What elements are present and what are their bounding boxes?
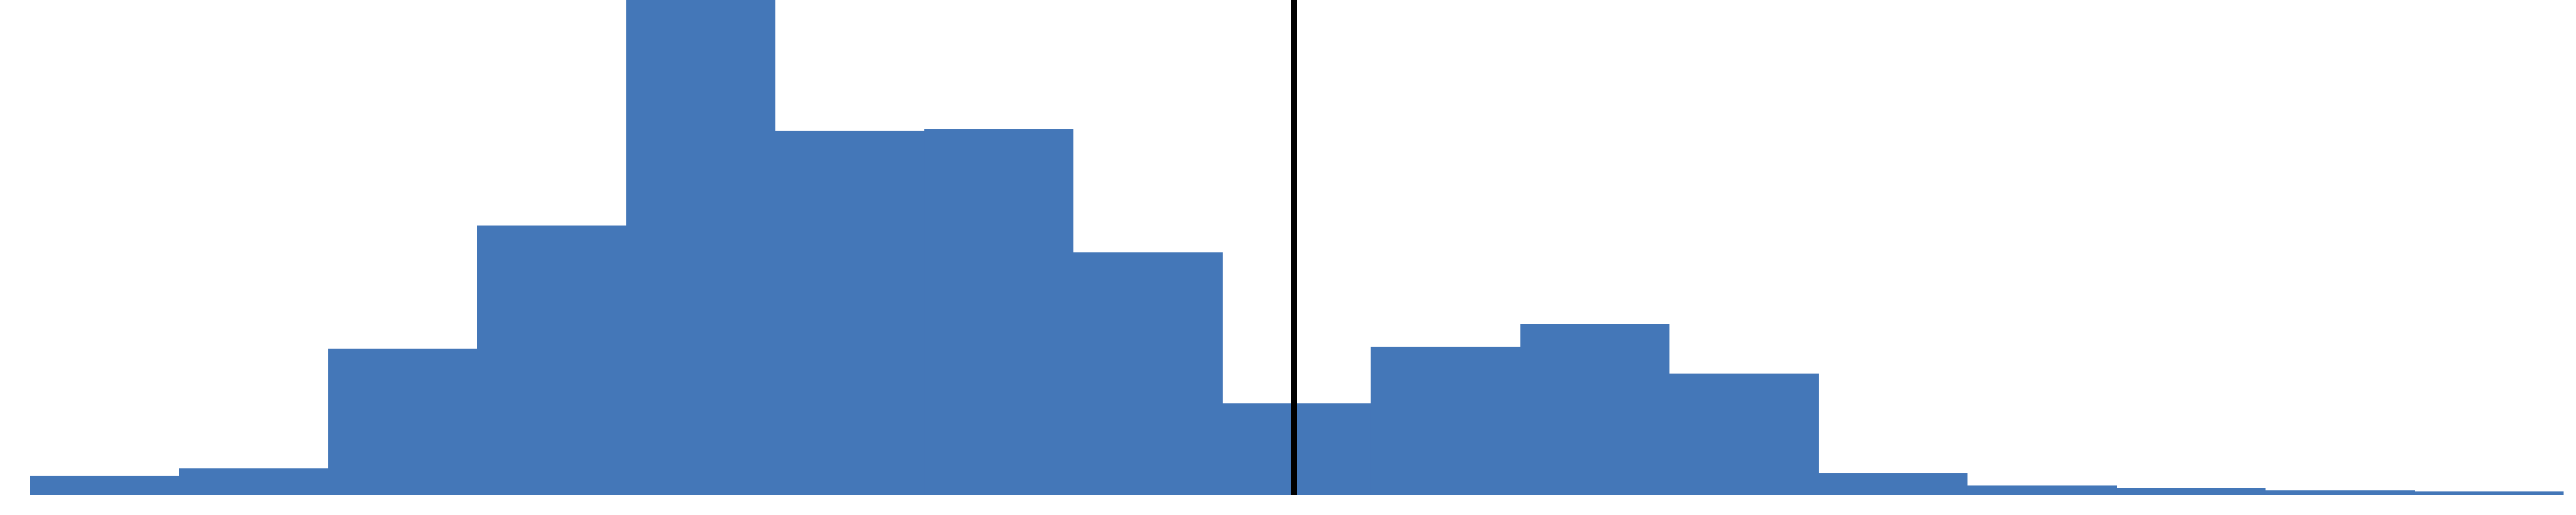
histogram-bars (30, 0, 2564, 495)
histogram-bar-16 (2414, 491, 2564, 495)
histogram-bar-7 (1072, 252, 1223, 495)
histogram-bar-2 (328, 348, 478, 495)
histogram-bar-0 (30, 475, 180, 495)
histogram-bar-11 (1668, 373, 1819, 495)
histogram-bar-8 (1222, 403, 1372, 495)
histogram-bar-13 (1966, 485, 2117, 495)
histogram-bar-15 (2264, 490, 2415, 495)
histogram-bar-12 (1818, 473, 1968, 495)
histogram-bar-10 (1520, 324, 1670, 495)
histogram-bar-14 (2116, 488, 2266, 495)
histogram-bar-5 (775, 130, 925, 495)
histogram-bar-9 (1370, 346, 1521, 495)
histogram-bar-6 (924, 129, 1074, 495)
histogram-bar-1 (179, 468, 329, 495)
histogram-bar-3 (477, 225, 627, 495)
histogram-bar-4 (626, 0, 776, 495)
